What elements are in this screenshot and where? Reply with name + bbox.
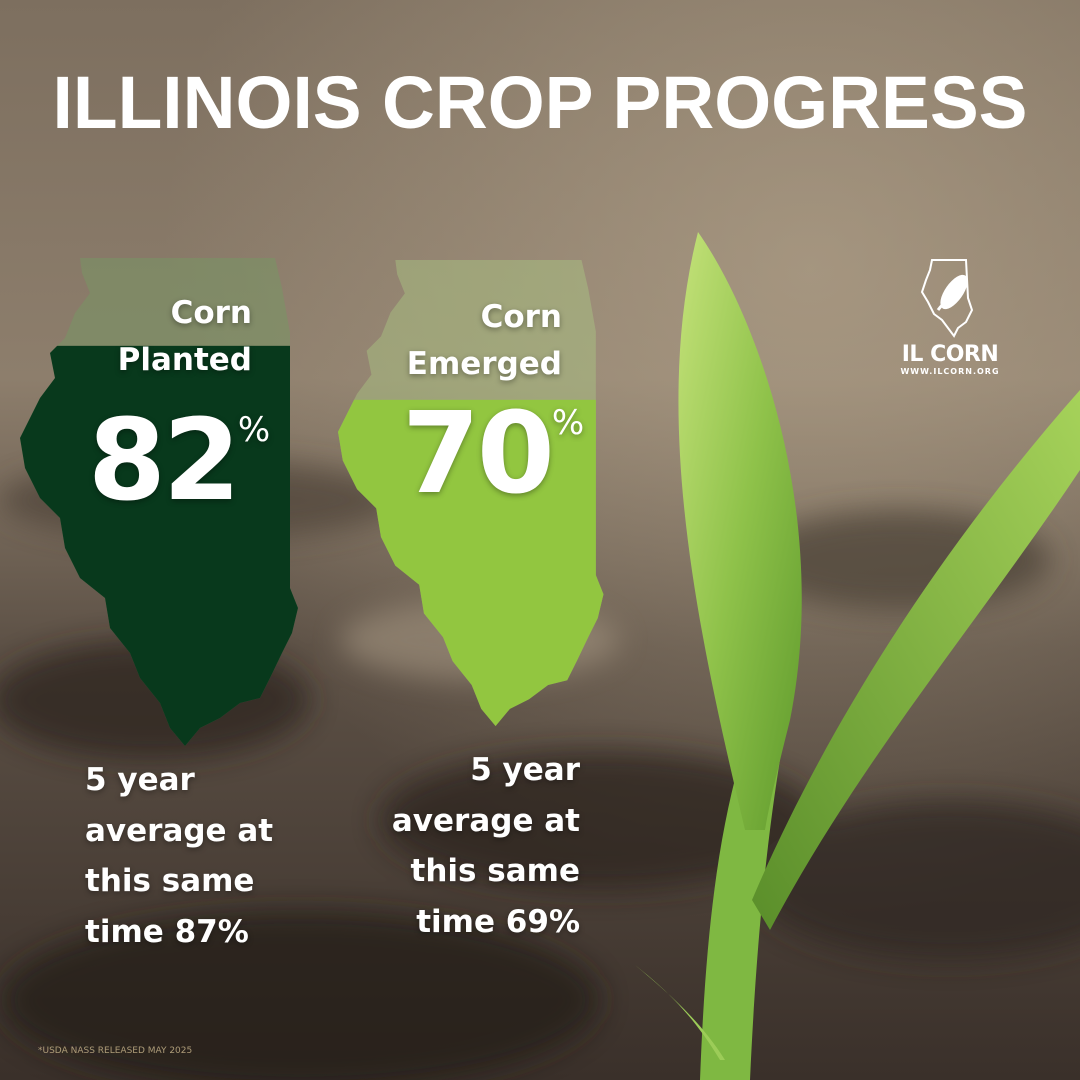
logo-name: IL CORN <box>901 342 999 367</box>
stat-value-wrap: 82% <box>88 405 270 517</box>
title: ILLINOIS CROP PROGRESS <box>53 61 1028 144</box>
logo-icon <box>920 259 974 338</box>
stat-unit: % <box>551 403 584 443</box>
stat-unit: % <box>237 410 270 450</box>
corn-sprout <box>635 232 1080 1080</box>
stat-label: Corn Planted <box>117 295 252 378</box>
stat-value: 70 <box>402 389 555 519</box>
stat-value: 82 <box>88 396 241 526</box>
stat-value-wrap: 70% <box>402 398 584 510</box>
stat-note: 5 year average at this same time 87% <box>85 762 274 950</box>
footnote: *USDA NASS RELEASED MAY 2025 <box>38 1046 193 1056</box>
stat-label: Corn Emerged <box>406 299 562 382</box>
logo: IL CORN WWW.ILCORN.ORG <box>898 258 1002 376</box>
logo-url: WWW.ILCORN.ORG <box>900 367 1000 376</box>
stat-note: 5 year average at this same time 69% <box>391 752 580 940</box>
